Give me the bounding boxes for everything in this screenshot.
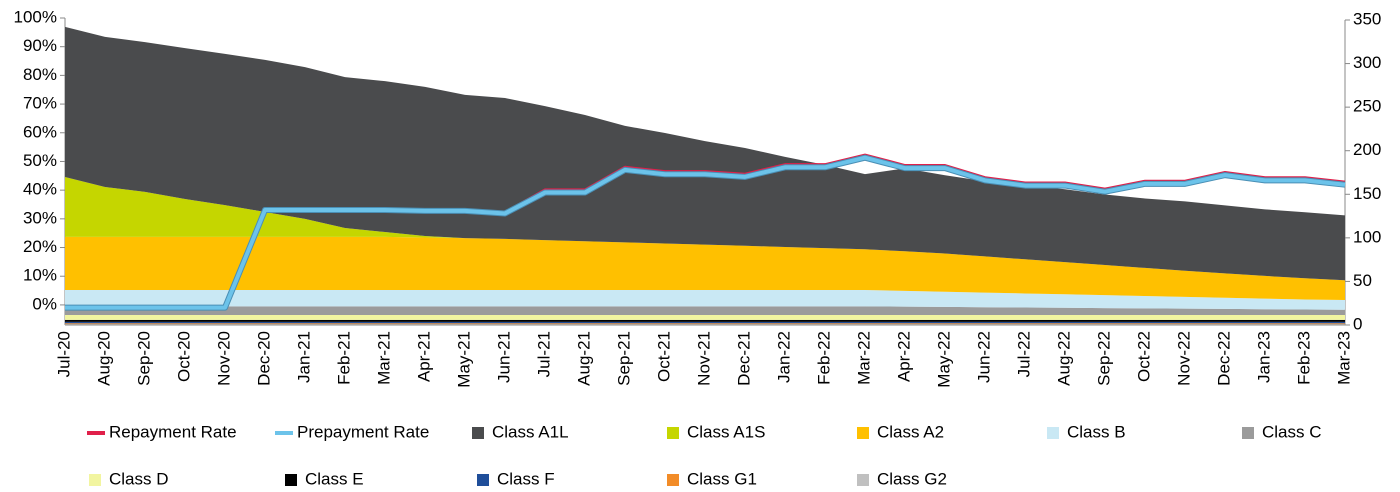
x-tick-label: Jul-22 [1014, 331, 1033, 377]
y-tick-label: 60% [23, 122, 57, 141]
legend-swatch [472, 427, 484, 439]
y2-tick-label: 0 [1353, 314, 1362, 333]
x-tick-label: Dec-20 [254, 331, 273, 386]
x-tick-label: Jun-21 [494, 331, 513, 383]
legend-label: Class F [497, 469, 555, 488]
x-tick-label: Jan-21 [294, 331, 313, 383]
x-tick-label: Oct-20 [174, 331, 193, 382]
y-tick-label: 70% [23, 94, 57, 113]
legend-label: Class D [109, 469, 169, 488]
legend-swatch [667, 427, 679, 439]
area [65, 323, 1345, 325]
x-tick-label: Nov-21 [694, 331, 713, 386]
y2-tick-label: 150 [1353, 184, 1381, 203]
legend-label: Prepayment Rate [297, 422, 429, 441]
legend-swatch [857, 474, 869, 486]
x-tick-label: Jul-21 [534, 331, 553, 377]
x-tick-label: Sep-20 [134, 331, 153, 386]
legend-label: Class B [1067, 422, 1126, 441]
x-tick-label: Mar-22 [854, 331, 873, 385]
area [65, 176, 1345, 281]
x-tick-label: Oct-22 [1134, 331, 1153, 382]
legend-swatch [477, 474, 489, 486]
x-tick-label: Feb-22 [814, 331, 833, 385]
y-tick-label: 20% [23, 237, 57, 256]
area [65, 306, 1345, 315]
legend-label: Class C [1262, 422, 1322, 441]
y2-tick-label: 300 [1353, 53, 1381, 72]
x-tick-label: Apr-22 [894, 331, 913, 382]
x-tick-label: Dec-22 [1214, 331, 1233, 386]
area [65, 289, 1345, 310]
y2-tick-label: 250 [1353, 97, 1381, 116]
x-tick-label: Nov-20 [214, 331, 233, 386]
x-tick-label: Feb-21 [334, 331, 353, 385]
x-tick-label: Nov-22 [1174, 331, 1193, 386]
y-tick-label: 100% [14, 7, 57, 26]
x-tick-label: May-21 [454, 331, 473, 388]
legend-swatch [89, 474, 101, 486]
x-tick-label: Aug-20 [94, 331, 113, 386]
legend-swatch [857, 427, 869, 439]
area [65, 321, 1345, 324]
y2-tick-label: 50 [1353, 271, 1372, 290]
area [65, 236, 1345, 301]
y-tick-label: 40% [23, 180, 57, 199]
legend-label: Class E [305, 469, 364, 488]
x-tick-label: Jun-22 [974, 331, 993, 383]
legend-label: Repayment Rate [109, 422, 237, 441]
x-tick-label: Apr-21 [414, 331, 433, 382]
y2-tick-label: 350 [1353, 9, 1381, 28]
legend-swatch [667, 474, 679, 486]
x-tick-label: Sep-22 [1094, 331, 1113, 386]
legend-label: Class A2 [877, 422, 944, 441]
y2-tick-label: 100 [1353, 227, 1381, 246]
x-tick-label: Dec-21 [734, 331, 753, 386]
line [65, 155, 1346, 310]
legend-swatch [1242, 427, 1254, 439]
legend-swatch [1047, 427, 1059, 439]
x-tick-label: Jan-22 [774, 331, 793, 383]
x-tick-label: Aug-22 [1054, 331, 1073, 386]
x-tick-label: Mar-23 [1334, 331, 1353, 385]
y2-tick-label: 200 [1353, 140, 1381, 159]
y-tick-label: 0% [32, 294, 57, 313]
x-tick-label: May-22 [934, 331, 953, 388]
y-tick-label: 80% [23, 65, 57, 84]
x-tick-label: Jul-20 [54, 331, 73, 377]
x-tick-label: Feb-23 [1294, 331, 1313, 385]
legend-label: Class A1S [687, 422, 765, 441]
y-tick-label: 90% [23, 36, 57, 55]
x-tick-label: Oct-21 [654, 331, 673, 382]
x-tick-label: Aug-21 [574, 331, 593, 386]
x-tick-label: Sep-21 [614, 331, 633, 386]
legend-swatch [285, 474, 297, 486]
y-tick-label: 50% [23, 151, 57, 170]
y-tick-label: 10% [23, 266, 57, 285]
area [65, 314, 1345, 320]
y-tick-label: 30% [23, 208, 57, 227]
area [65, 26, 1345, 281]
x-tick-label: Mar-21 [374, 331, 393, 385]
legend-label: Class G2 [877, 469, 947, 488]
x-tick-label: Jan-23 [1254, 331, 1273, 383]
legend-label: Class A1L [492, 422, 569, 441]
legend-label: Class G1 [687, 469, 757, 488]
area [65, 319, 1345, 322]
